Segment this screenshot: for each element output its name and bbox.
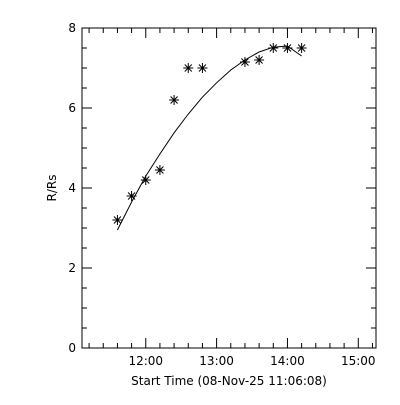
plot-frame: [81, 27, 377, 349]
y-tick-label: 6: [68, 101, 76, 115]
data-point-asterisk: [268, 43, 279, 53]
x-tick-label: 13:00: [199, 354, 234, 368]
x-axis-title: Start Time (08-Nov-25 11:06:08): [131, 374, 327, 388]
x-tick-label: 15:00: [341, 354, 376, 368]
data-point-asterisk: [239, 57, 250, 67]
y-tick-label: 4: [68, 181, 76, 195]
fit-curve: [116, 45, 302, 231]
x-tick-label: 12:00: [128, 354, 163, 368]
data-point-asterisk: [183, 63, 194, 73]
data-point-asterisk: [154, 165, 165, 175]
data-point-asterisk: [296, 43, 307, 53]
y-tick-label: 8: [68, 21, 76, 35]
data-point-asterisk: [169, 95, 180, 105]
data-point-asterisk: [140, 175, 151, 185]
ticks-layer: 12:00 13:00 14:00 15:00 0 2 4 6 8: [68, 21, 376, 368]
x-tick-label: 14:00: [270, 354, 305, 368]
data-point-asterisk: [112, 215, 123, 225]
data-point-asterisk: [126, 191, 137, 201]
data-point-asterisk: [254, 55, 265, 65]
data-point-asterisk: [282, 43, 293, 53]
y-tick-label: 0: [68, 341, 76, 355]
data-point-asterisk: [197, 63, 208, 73]
y-axis-title: R/Rs: [45, 175, 59, 202]
y-tick-label: 2: [68, 261, 76, 275]
marks-layer: [112, 43, 307, 231]
